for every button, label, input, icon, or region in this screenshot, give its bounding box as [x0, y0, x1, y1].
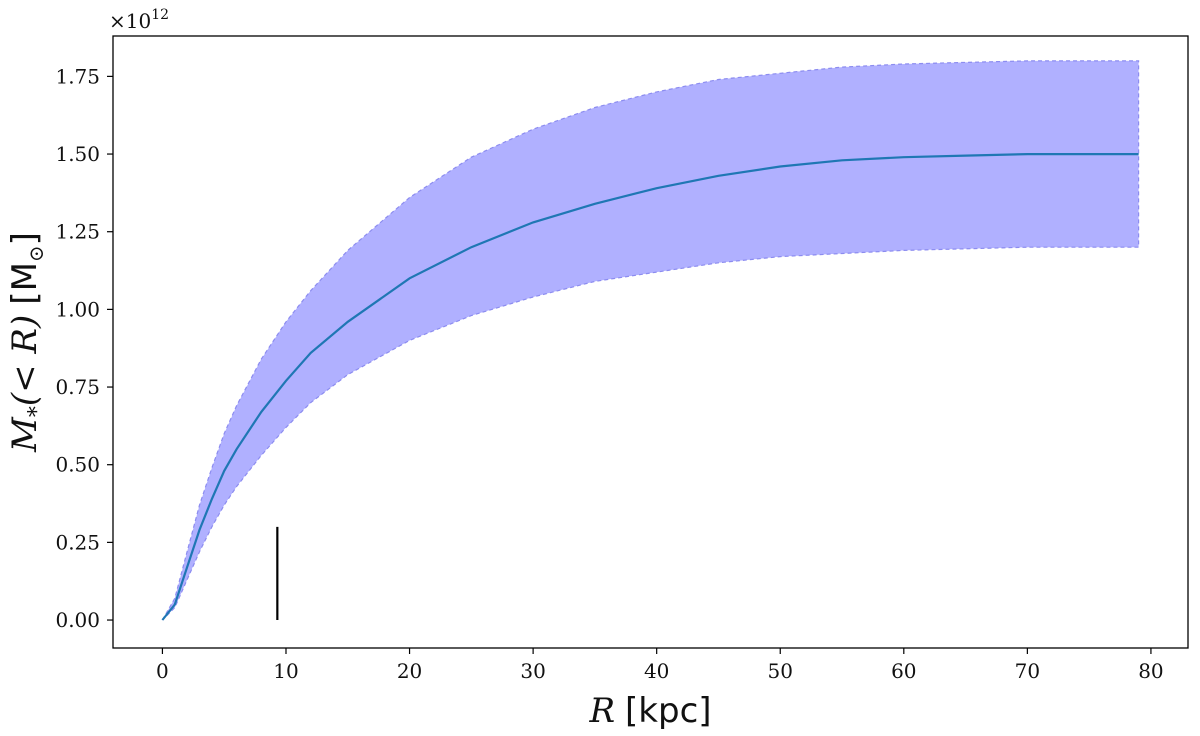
y-label-unit: [M: [5, 262, 45, 305]
uncertainty-band-layer: [161, 60, 1140, 621]
x-tick-label: 20: [397, 659, 422, 683]
y-offset-base: ×10: [109, 9, 151, 33]
x-tick-label: 80: [1138, 659, 1163, 683]
y-tick-label: 1.00: [55, 297, 100, 321]
y-label-arg: (< R): [5, 315, 45, 406]
y-tick-label: 0.25: [55, 530, 100, 554]
x-tick-label: 60: [891, 659, 916, 683]
x-label-unit: [kpc]: [625, 691, 712, 731]
y-axis-label: M*(< R) [M⊙]: [5, 232, 50, 453]
y-tick-label: 0.75: [55, 375, 100, 399]
y-label-subscript: *: [25, 406, 50, 417]
x-tick-label: 70: [1015, 659, 1040, 683]
median-line: [161, 153, 1139, 621]
y-axis-ticks: 0.00 0.25 0.50 0.75 1.00 1.25 1.50 1.75: [55, 64, 113, 632]
y-tick-label: 0.50: [55, 453, 100, 477]
x-tick-label: 10: [273, 659, 298, 683]
y-tick-label: 1.50: [55, 142, 100, 166]
x-tick-label: 50: [768, 659, 793, 683]
y-tick-label: 1.75: [55, 64, 100, 88]
series-layer: [161, 153, 1139, 621]
y-label-unit-sub: ⊙: [24, 245, 48, 262]
uncertainty-band: [161, 60, 1140, 621]
x-tick-label: 40: [644, 659, 669, 683]
x-label-symbol: R: [588, 691, 615, 731]
plot-frame: [112, 35, 1189, 649]
x-tick-label: 30: [520, 659, 545, 683]
y-offset-exponent: 12: [151, 7, 169, 23]
y-axis-offset-label: ×1012: [109, 7, 169, 33]
x-axis-ticks: 0 10 20 30 40 50 60 70 80: [156, 648, 1164, 683]
x-tick-label: 0: [156, 659, 169, 683]
y-label-unit-close: ]: [5, 232, 45, 245]
y-tick-label: 0.00: [55, 608, 100, 632]
y-tick-label: 1.25: [55, 220, 100, 244]
x-axis-label: R [kpc]: [588, 691, 711, 731]
y-label-symbol: M: [5, 416, 45, 453]
